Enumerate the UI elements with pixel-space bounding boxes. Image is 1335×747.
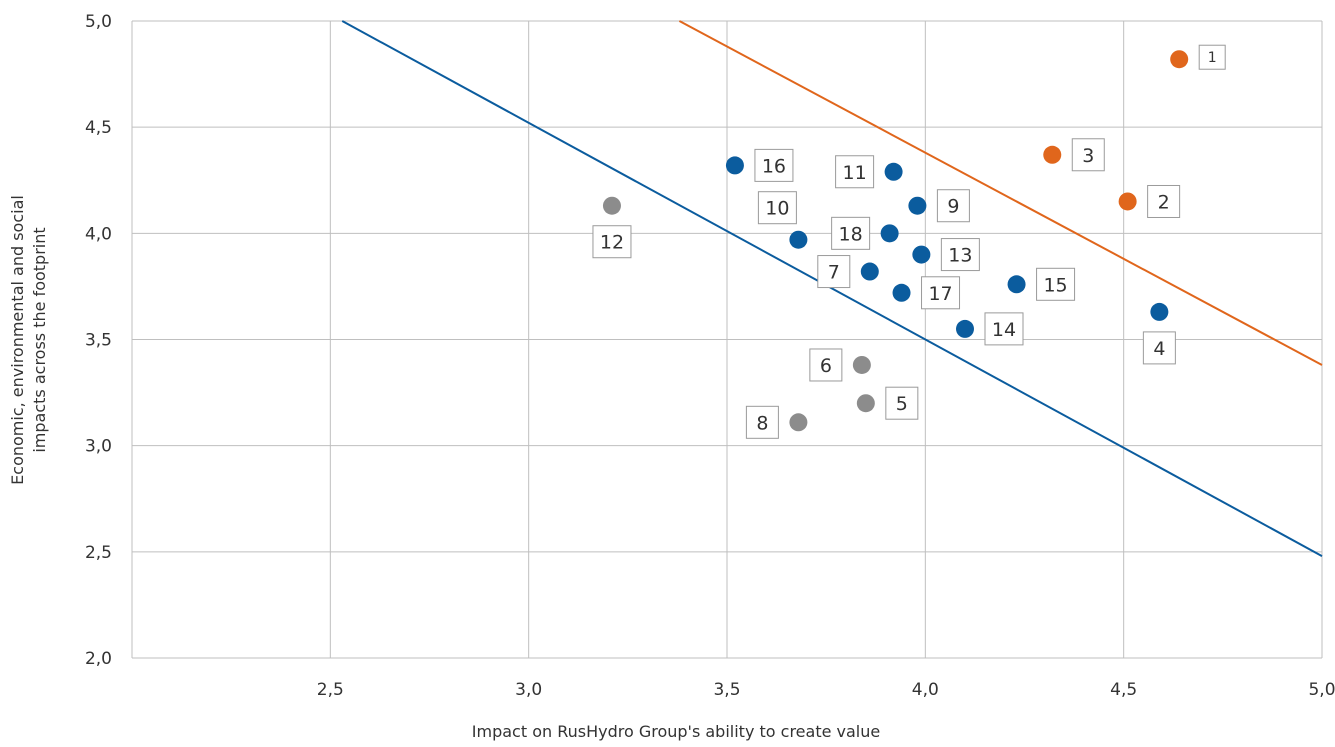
data-point-15 xyxy=(1007,275,1026,294)
data-point-11 xyxy=(884,162,903,181)
y-axis-title-line-1: Economic, environmental and social xyxy=(8,195,27,485)
point-label-text: 13 xyxy=(948,245,972,267)
x-tick-label: 3,0 xyxy=(515,680,542,700)
point-label-box xyxy=(921,276,961,310)
point-label-18: 18 xyxy=(831,216,871,250)
point-label-box xyxy=(940,238,980,272)
point-label-text: 18 xyxy=(839,223,863,245)
point-label-box xyxy=(1036,267,1076,301)
point-label-box xyxy=(1147,184,1181,218)
data-point-9 xyxy=(908,196,927,215)
x-tick-label: 4,5 xyxy=(1110,680,1137,700)
threshold-line-blue xyxy=(341,20,1323,557)
point-label-15: 15 xyxy=(1036,267,1076,301)
x-axis-title: Impact on RusHydro Group's ability to cr… xyxy=(472,722,880,741)
point-label-text: 3 xyxy=(1082,145,1094,167)
point-label-text: 6 xyxy=(820,355,832,377)
data-points xyxy=(602,50,1189,432)
point-label-box xyxy=(754,148,794,182)
y-axis-tick-labels: 2,0 2,5 3,0 3,5 4,0 4,5 5,0 xyxy=(85,12,112,669)
point-label-box xyxy=(1071,138,1105,172)
data-point-1 xyxy=(1170,50,1189,69)
point-label-text: 14 xyxy=(992,319,1016,341)
point-label-box xyxy=(1142,331,1176,365)
point-label-box xyxy=(885,386,919,420)
point-label-text: 17 xyxy=(928,283,952,305)
point-label-box xyxy=(1198,44,1226,70)
data-point-4 xyxy=(1150,302,1169,321)
point-label-box xyxy=(831,216,871,250)
x-tick-label: 4,0 xyxy=(912,680,939,700)
point-label-text: 7 xyxy=(828,262,840,284)
point-label-text: 15 xyxy=(1043,274,1067,296)
point-label-8: 8 xyxy=(745,405,779,439)
point-label-12: 12 xyxy=(592,225,632,259)
threshold-line-orange xyxy=(678,20,1323,366)
point-label-box xyxy=(809,348,843,382)
point-label-box xyxy=(835,155,875,189)
point-label-text: 11 xyxy=(843,162,867,184)
y-tick-label: 4,0 xyxy=(85,224,112,244)
point-label-box xyxy=(592,225,632,259)
point-label-17: 17 xyxy=(921,276,961,310)
point-label-13: 13 xyxy=(940,238,980,272)
y-axis-title-line-2: impacts across the footprint xyxy=(30,227,49,452)
point-label-text: 5 xyxy=(896,393,908,415)
y-tick-label: 2,0 xyxy=(85,649,112,669)
data-point-16 xyxy=(725,156,744,175)
point-label-box xyxy=(936,189,970,223)
point-label-2: 2 xyxy=(1147,184,1181,218)
data-point-13 xyxy=(912,245,931,264)
point-label-text: 12 xyxy=(600,232,624,254)
point-label-3: 3 xyxy=(1071,138,1105,172)
threshold-lines xyxy=(341,20,1323,557)
data-point-10 xyxy=(789,230,808,249)
y-tick-label: 2,5 xyxy=(85,543,112,563)
point-label-text: 8 xyxy=(756,412,768,434)
point-label-text: 1 xyxy=(1208,50,1217,66)
data-point-8 xyxy=(789,413,808,432)
data-point-18 xyxy=(880,224,899,243)
data-point-7 xyxy=(860,262,879,281)
point-label-9: 9 xyxy=(936,189,970,223)
point-label-text: 16 xyxy=(762,155,786,177)
point-label-box xyxy=(984,312,1024,346)
y-tick-label: 5,0 xyxy=(85,12,112,32)
data-point-17 xyxy=(892,283,911,302)
y-tick-label: 3,0 xyxy=(85,437,112,457)
y-tick-label: 3,5 xyxy=(85,331,112,351)
data-point-6 xyxy=(852,355,871,374)
data-point-2 xyxy=(1118,192,1137,211)
point-label-14: 14 xyxy=(984,312,1024,346)
x-tick-label: 5,0 xyxy=(1308,680,1335,700)
data-point-5 xyxy=(856,394,875,413)
point-label-box xyxy=(745,405,779,439)
point-label-7: 7 xyxy=(817,255,851,289)
point-label-text: 9 xyxy=(947,196,959,218)
data-point-3 xyxy=(1043,145,1062,164)
x-tick-label: 2,5 xyxy=(317,680,344,700)
point-label-10: 10 xyxy=(757,191,797,225)
point-label-5: 5 xyxy=(885,386,919,420)
point-label-16: 16 xyxy=(754,148,794,182)
point-label-text: 2 xyxy=(1158,191,1170,213)
point-label-text: 10 xyxy=(765,198,789,220)
point-label-4: 4 xyxy=(1142,331,1176,365)
point-label-6: 6 xyxy=(809,348,843,382)
data-point-12 xyxy=(602,196,621,215)
x-tick-label: 3,5 xyxy=(713,680,740,700)
point-label-1: 1 xyxy=(1198,44,1226,70)
y-tick-label: 4,5 xyxy=(85,118,112,138)
point-label-11: 11 xyxy=(835,155,875,189)
x-axis-tick-labels: 2,5 3,0 3,5 4,0 4,5 5,0 xyxy=(317,680,1335,700)
data-point-14 xyxy=(956,319,974,338)
point-label-box xyxy=(757,191,797,225)
point-label-text: 4 xyxy=(1153,338,1165,360)
point-label-box xyxy=(817,255,851,289)
